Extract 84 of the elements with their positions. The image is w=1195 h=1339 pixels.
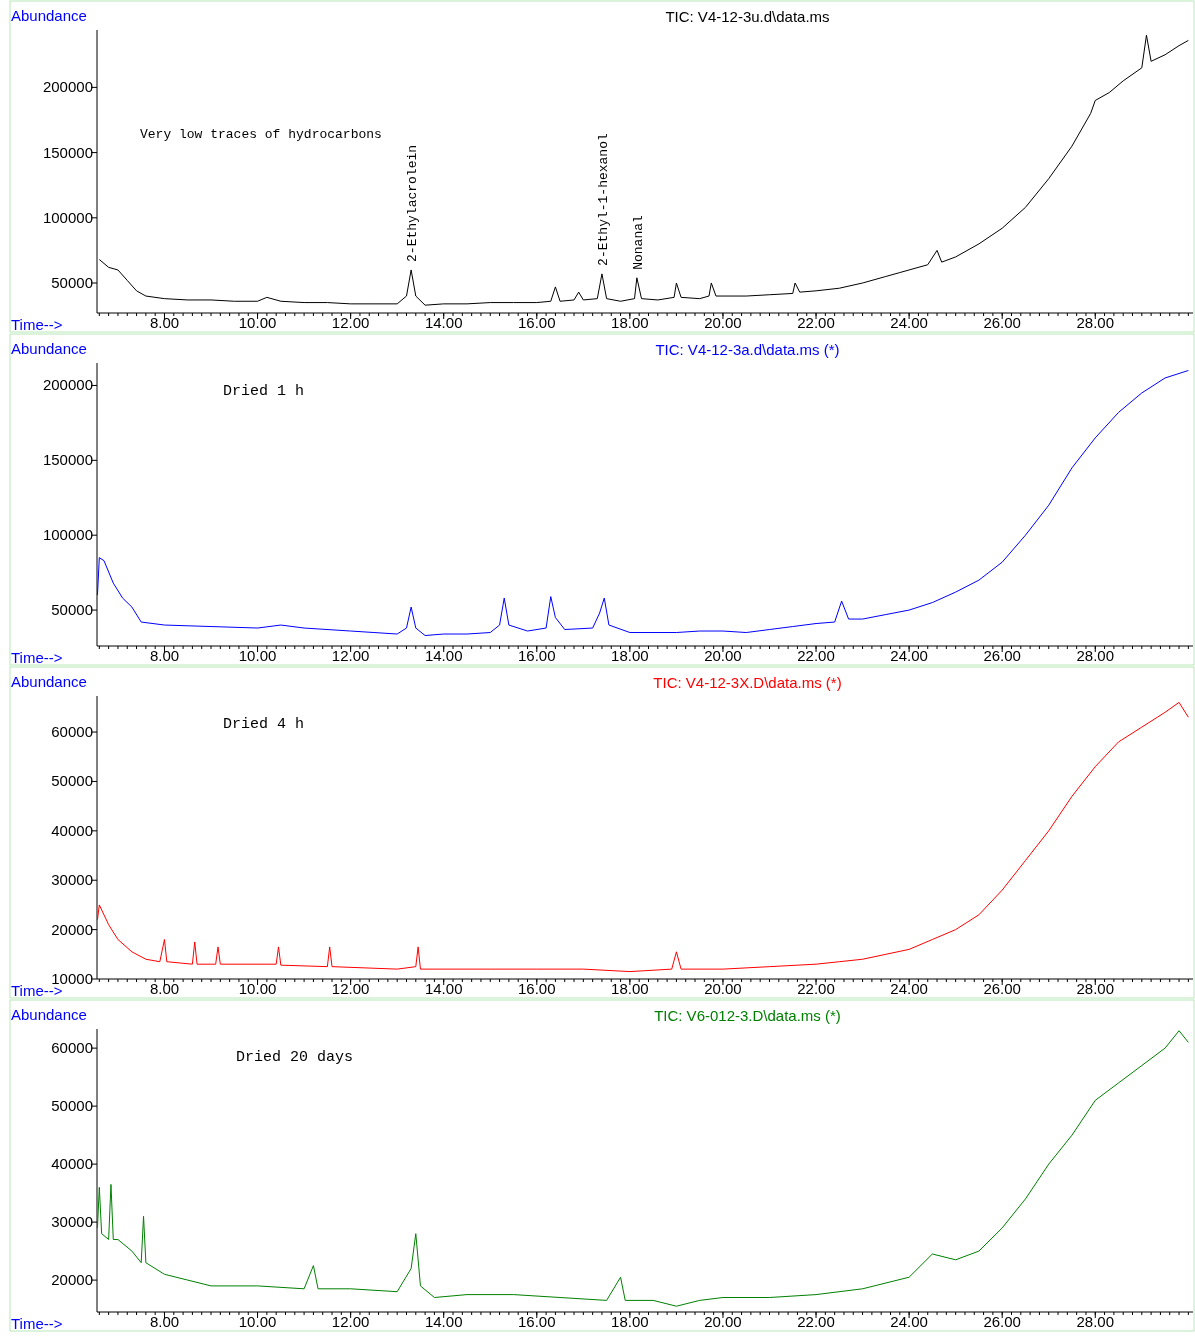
y-tick-label: 10000	[51, 970, 93, 987]
y-tick-label: 40000	[51, 821, 93, 839]
x-axis-title: Time-->	[11, 316, 63, 333]
x-tick-label: 12.00	[331, 647, 370, 664]
y-axis-title: Abundance	[11, 1006, 87, 1023]
x-axis-title: Time-->	[11, 649, 63, 666]
x-tick-label: 16.00	[518, 314, 556, 331]
x-tick-label: 18.00	[611, 980, 649, 997]
x-tick-label: 18.00	[611, 647, 649, 664]
x-tick-label: 8.00	[149, 980, 180, 997]
y-tick-label: 50000	[51, 1097, 93, 1115]
x-tick-label: 28.00	[1076, 980, 1115, 997]
x-tick-label: 26.00	[983, 1313, 1021, 1330]
y-tick-label: 150000	[42, 143, 93, 161]
x-tick-label: 18.00	[611, 314, 649, 331]
line-series	[96, 1030, 1189, 1307]
x-tick-label: 20.00	[704, 314, 742, 331]
x-tick-label: 20.00	[704, 980, 742, 997]
x-tick-label: 24.00	[890, 314, 928, 331]
y-tick-label: 50000	[51, 772, 93, 790]
x-tick-label: 20.00	[704, 647, 742, 664]
x-tick-label: 28.00	[1076, 1313, 1115, 1330]
x-tick-label: 10.00	[238, 647, 277, 664]
x-tick-label: 8.00	[149, 1313, 180, 1330]
y-tick-label: 100000	[42, 526, 93, 544]
y-tick-label: 200000	[42, 376, 93, 394]
annotation: Dried 1 h	[223, 383, 305, 400]
annotation: 2-Ethylacrolein	[405, 144, 421, 262]
x-tick-label: 10.00	[238, 314, 277, 331]
x-axis-title: Time-->	[11, 1315, 63, 1332]
y-tick-label: 20000	[51, 1271, 93, 1289]
y-tick-label: 100000	[42, 208, 93, 226]
y-tick-label: 200000	[42, 78, 93, 96]
y-axis-title: Abundance	[11, 673, 87, 690]
x-tick-label: 22.00	[797, 1313, 835, 1330]
x-tick-label: 14.00	[424, 314, 463, 331]
y-tick-label: 50000	[51, 601, 93, 619]
x-tick-label: 12.00	[331, 314, 370, 331]
y-tick-label: 40000	[51, 1155, 93, 1173]
x-tick-label: 22.00	[797, 314, 835, 331]
x-tick-label: 8.00	[149, 314, 180, 331]
x-tick-label: 10.00	[238, 1313, 277, 1330]
chart-title: TIC: V4-12-3X.D\data.ms (*)	[653, 674, 842, 691]
x-tick-label: 26.00	[983, 647, 1021, 664]
annotation: Dried 20 days	[236, 1049, 354, 1066]
x-tick-label: 12.00	[331, 1313, 370, 1330]
x-tick-label: 14.00	[424, 1313, 463, 1330]
x-tick-label: 10.00	[238, 980, 277, 997]
x-tick-label: 14.00	[424, 647, 463, 664]
line-series	[96, 701, 1189, 973]
annotation: Dried 4 h	[223, 716, 305, 733]
x-tick-label: 20.00	[704, 1313, 742, 1330]
y-tick-label: 150000	[42, 451, 93, 469]
line-series	[96, 369, 1189, 637]
x-tick-label: 28.00	[1076, 314, 1115, 331]
x-tick-label: 12.00	[331, 980, 370, 997]
chart-title: TIC: V4-12-3u.d\data.ms	[665, 8, 830, 25]
x-tick-label: 22.00	[797, 647, 835, 664]
y-tick-label: 50000	[51, 274, 93, 291]
y-tick-label: 30000	[51, 1213, 93, 1231]
x-tick-label: 16.00	[518, 1313, 556, 1330]
y-axis-title: Abundance	[11, 7, 87, 24]
chart-title: TIC: V6-012-3.D\data.ms (*)	[654, 1007, 841, 1024]
x-tick-label: 16.00	[518, 980, 556, 997]
annotation: Very low traces of hydrocarbons	[140, 127, 382, 142]
x-tick-label: 24.00	[890, 1313, 928, 1330]
x-tick-label: 26.00	[983, 980, 1021, 997]
x-tick-label: 18.00	[611, 1313, 649, 1330]
x-tick-label: 16.00	[518, 647, 556, 664]
chart-title: TIC: V4-12-3a.d\data.ms (*)	[655, 341, 840, 358]
x-tick-label: 24.00	[890, 980, 928, 997]
annotation: Nonanal	[630, 214, 646, 270]
y-tick-label: 60000	[51, 723, 93, 741]
x-tick-label: 14.00	[424, 980, 463, 997]
x-tick-label: 24.00	[890, 647, 928, 664]
x-tick-label: 8.00	[149, 647, 180, 664]
y-tick-label: 60000	[51, 1039, 93, 1057]
x-tick-label: 26.00	[983, 314, 1021, 331]
x-tick-label: 22.00	[797, 980, 835, 997]
y-tick-label: 30000	[51, 871, 93, 889]
annotation: 2-Ethyl-1-hexanol	[595, 133, 611, 266]
x-tick-label: 28.00	[1076, 647, 1115, 664]
y-tick-label: 20000	[51, 920, 93, 938]
y-axis-title: Abundance	[11, 340, 87, 357]
